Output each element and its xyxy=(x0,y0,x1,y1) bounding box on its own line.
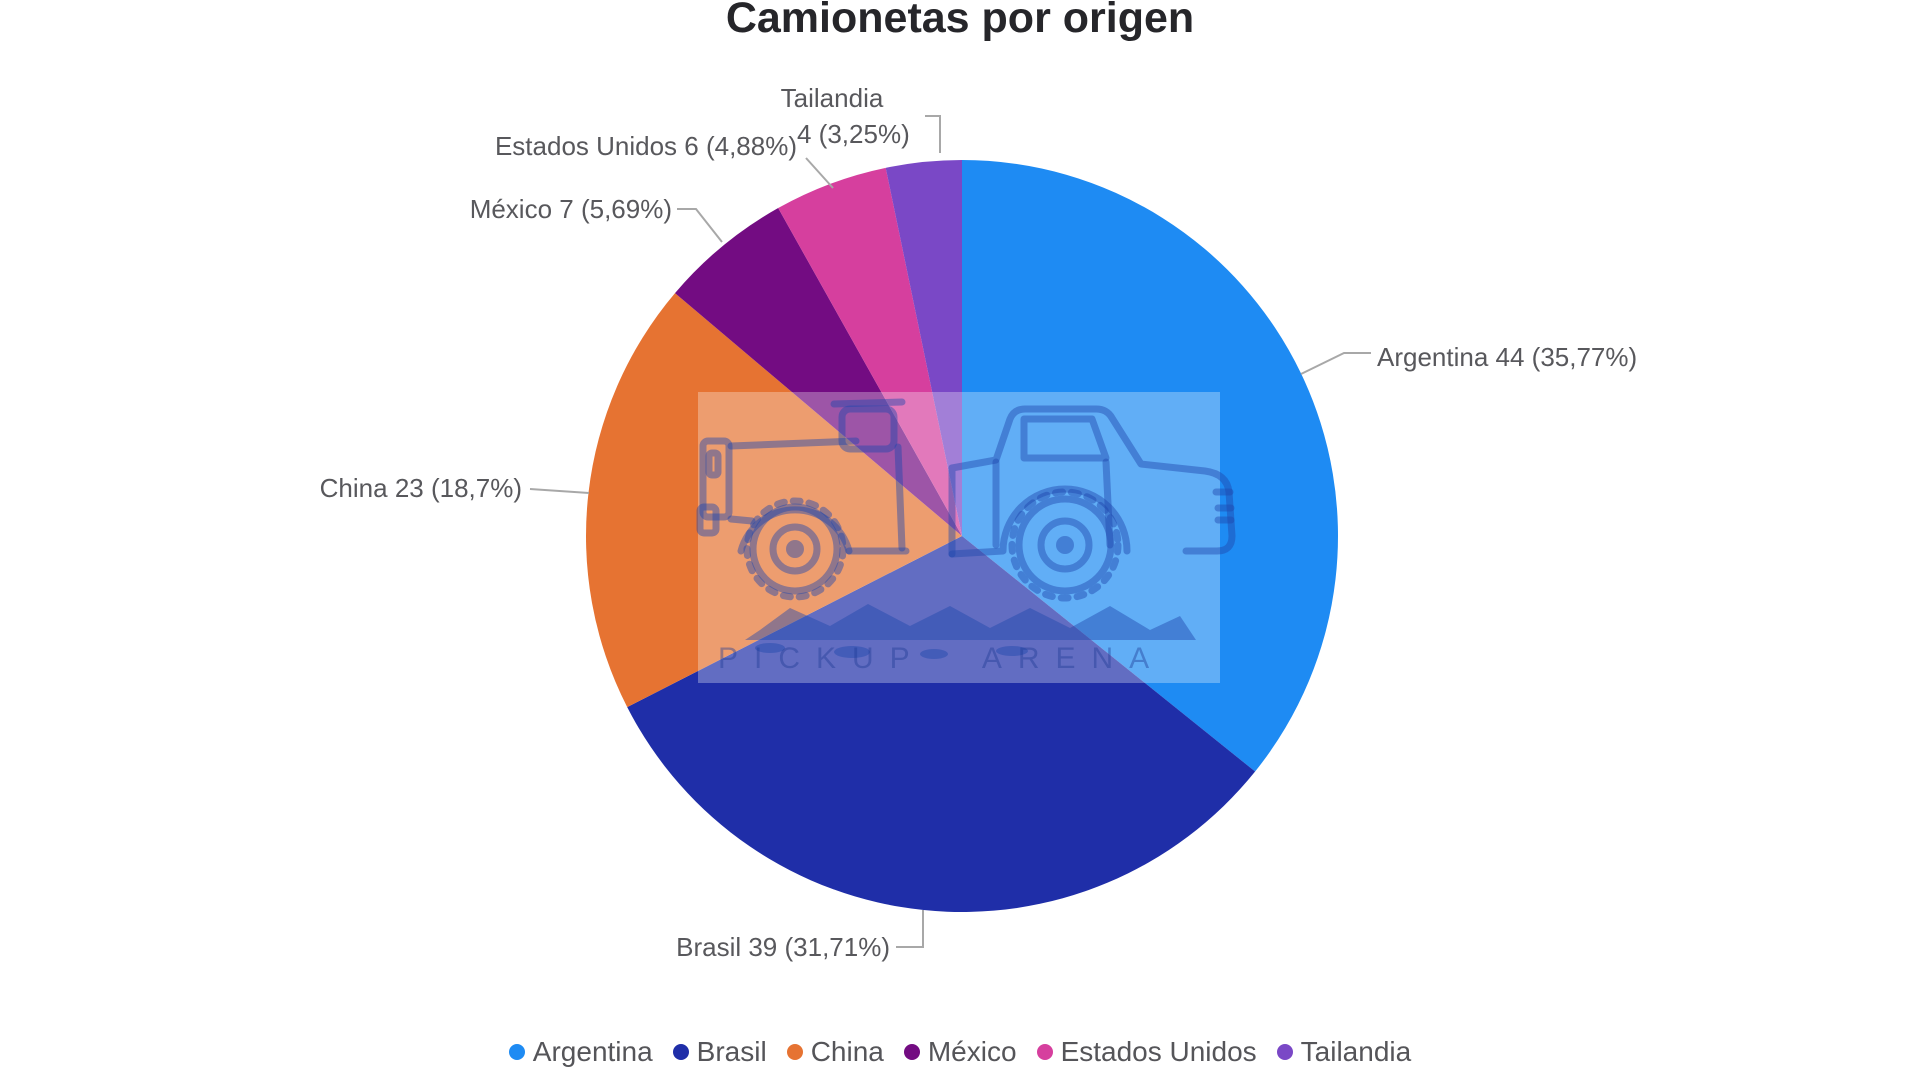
pie-slice-tailandia[interactable] xyxy=(885,160,962,536)
legend-label-argentina: Argentina xyxy=(532,1036,653,1067)
legend-label-tailandia: Tailandia xyxy=(1300,1036,1412,1067)
watermark-panel xyxy=(698,392,1220,683)
legend-item-brasil[interactable]: Brasil xyxy=(672,1036,767,1068)
leader-estados-unidos xyxy=(805,157,834,189)
chart-title: Camionetas por origen xyxy=(725,0,1195,42)
watermark-truck-right-icon xyxy=(948,405,1236,602)
legend-item-argentina[interactable]: Argentina xyxy=(508,1036,653,1068)
legend-dot-argentina xyxy=(508,1044,525,1060)
legend-item-china[interactable]: China xyxy=(786,1036,884,1068)
legend-dot-tailandia xyxy=(1276,1044,1293,1060)
legend-label-china: China xyxy=(810,1036,884,1067)
watermark-text: PICKUP ARENA xyxy=(718,642,1165,675)
leader-tailandia xyxy=(925,115,941,153)
watermark: PICKUP ARENA xyxy=(696,392,1236,683)
legend-label-mexico: México xyxy=(927,1036,1017,1067)
slice-labels: Argentina 44 (35,77%) Brasil 39 (31,71%)… xyxy=(320,83,1638,962)
legend-item-estados-unidos[interactable]: Estados Unidos xyxy=(1036,1036,1257,1068)
pie-slice-argentina[interactable] xyxy=(962,160,1338,772)
legend-dot-estados-unidos xyxy=(1036,1044,1053,1060)
legend-label-estados-unidos: Estados Unidos xyxy=(1060,1036,1257,1067)
pie-slice-china[interactable] xyxy=(586,293,962,708)
pie-slices-group xyxy=(586,160,1338,912)
label-leaders xyxy=(529,115,1371,948)
leader-mexico xyxy=(677,208,723,243)
slice-label-tailandia-value: 4 (3,25%) xyxy=(797,119,910,149)
pie-slice-brasil[interactable] xyxy=(627,536,1256,912)
watermark-terrain xyxy=(745,604,1196,659)
legend-dot-mexico xyxy=(903,1044,920,1060)
legend-dot-china xyxy=(786,1044,803,1060)
slice-label-estados-unidos: Estados Unidos 6 (4,88%) xyxy=(495,131,797,161)
watermark-truck-left-icon xyxy=(696,398,910,601)
leader-argentina xyxy=(1300,352,1371,375)
pie-slice-méxico[interactable] xyxy=(675,208,962,536)
legend: Argentina Brasil China México Estados Un… xyxy=(0,1036,1920,1068)
slice-label-brasil: Brasil 39 (31,71%) xyxy=(676,932,890,962)
legend-item-mexico[interactable]: México xyxy=(903,1036,1017,1068)
slice-label-argentina: Argentina 44 (35,77%) xyxy=(1377,342,1637,372)
leader-china xyxy=(529,488,590,494)
leader-brasil xyxy=(896,910,924,948)
slice-label-tailandia: Tailandia xyxy=(781,83,884,113)
slice-label-mexico: México 7 (5,69%) xyxy=(470,194,672,224)
legend-dot-brasil xyxy=(672,1044,689,1060)
legend-label-brasil: Brasil xyxy=(696,1036,767,1067)
legend-item-tailandia[interactable]: Tailandia xyxy=(1276,1036,1412,1068)
pie-slice-estados-unidos[interactable] xyxy=(778,167,962,536)
slice-label-china: China 23 (18,7%) xyxy=(320,473,522,503)
